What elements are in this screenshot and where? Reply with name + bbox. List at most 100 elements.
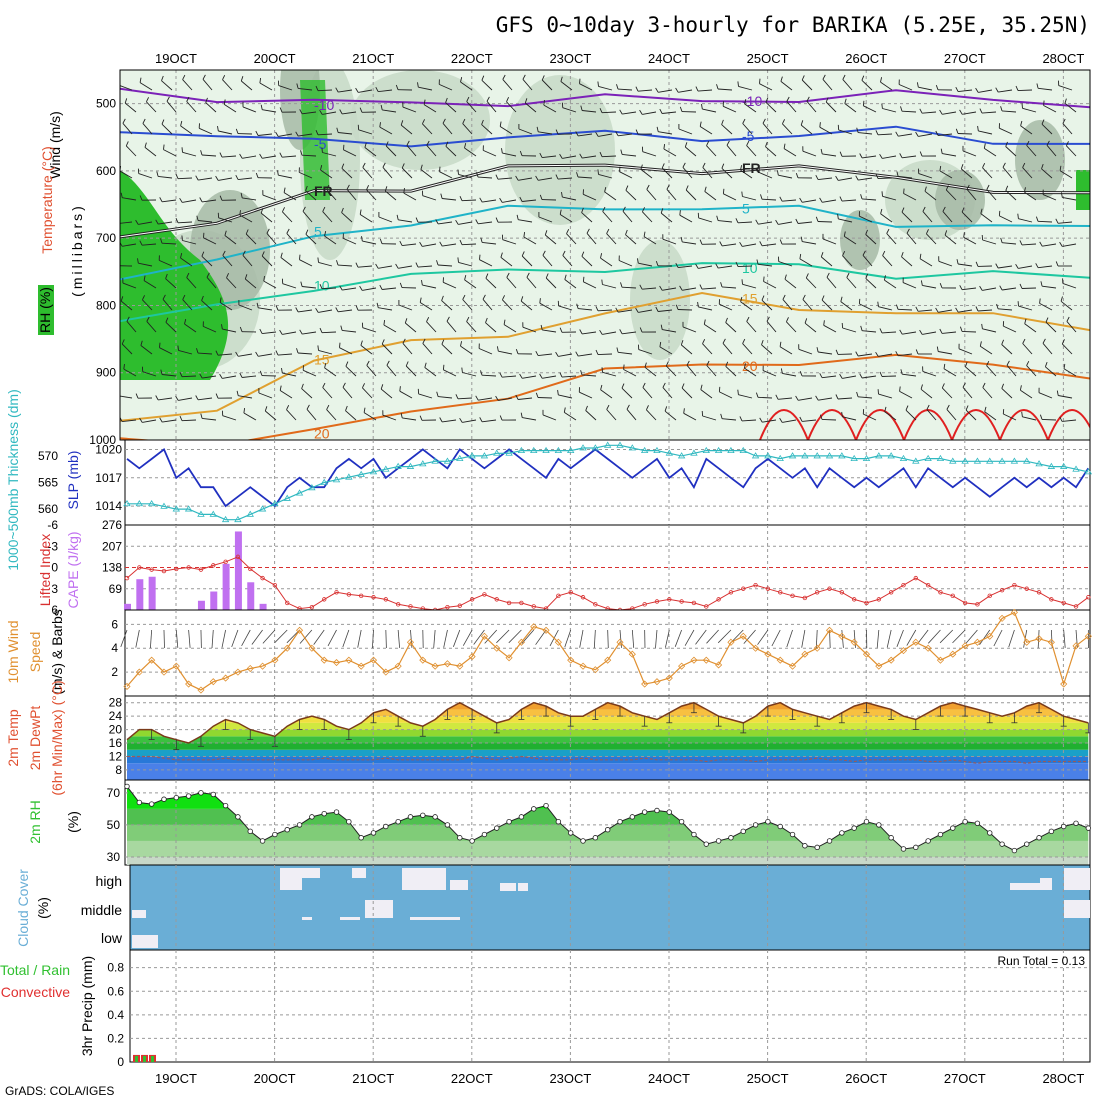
wind-barb — [557, 177, 573, 180]
wind-barb — [258, 307, 273, 311]
rh-marker — [925, 838, 931, 844]
wind-barb — [1062, 419, 1077, 422]
wind-barb-flag — [259, 370, 263, 376]
wind-barb — [702, 167, 713, 179]
wind-barb — [840, 301, 853, 311]
rh-marker — [851, 825, 857, 831]
wind-barb — [503, 324, 517, 333]
wind-barb — [679, 214, 693, 223]
temp-color-band — [127, 763, 1089, 780]
wind-barb-flag — [935, 130, 939, 136]
wind-barb-flag — [384, 186, 388, 192]
wind-barb-flag — [979, 285, 983, 291]
wind-barb-flag — [195, 175, 199, 181]
wind-barb — [218, 177, 233, 181]
wind-barb-flag — [915, 306, 919, 312]
wind-barb-flag — [165, 317, 169, 323]
wind-barb — [402, 417, 417, 421]
wind-barb — [822, 238, 837, 245]
wind-barb-flag — [763, 276, 765, 282]
wind-barb — [521, 255, 533, 267]
wind-barb-flag — [875, 130, 879, 135]
wind-barb — [422, 284, 437, 289]
wind-barb — [199, 127, 213, 135]
wind-barb-flag — [442, 364, 445, 370]
wind-barb — [217, 353, 233, 356]
wind-barb — [138, 221, 153, 225]
wind-barb-flag — [665, 361, 669, 367]
cloud-gap — [302, 868, 320, 878]
wind-barb-flag — [939, 165, 942, 171]
li-tick-label: 0 — [51, 561, 58, 575]
wind-barb-flag — [120, 192, 123, 198]
wind-barb — [902, 373, 917, 377]
wind-barb — [859, 303, 873, 311]
wind-barb-flag — [222, 75, 226, 80]
wind-speed-marker — [259, 662, 267, 670]
wind-barb — [198, 220, 213, 223]
wind-barb — [801, 79, 813, 91]
wind-barb — [718, 265, 733, 269]
wind-barb-flag — [406, 140, 410, 146]
wind-barb-flag — [761, 339, 764, 345]
wind-barb — [318, 261, 333, 267]
wind-barb — [466, 101, 477, 113]
wind-barb-flag — [457, 169, 459, 175]
wind-barb-flag — [219, 373, 223, 379]
contour-label: 5 — [314, 223, 322, 239]
thickness-marker — [258, 505, 267, 512]
wind-barb — [585, 410, 597, 421]
wind-barb-flag — [441, 339, 445, 345]
temp-tick-label: 16 — [109, 736, 123, 750]
rh-shading-blob — [840, 210, 880, 270]
wind-barb — [662, 238, 677, 245]
wind-barb-10m — [564, 629, 572, 648]
wind-barb-flag — [182, 294, 186, 300]
wind-barb-flag — [479, 254, 481, 260]
precip-bar-inner — [135, 1055, 138, 1062]
wind-barb — [802, 419, 817, 422]
wind-barb-flag — [619, 109, 623, 115]
wind-barb — [520, 300, 533, 311]
wind10m-ylabel-speed: Speed — [27, 632, 43, 672]
wind-barb — [218, 130, 233, 135]
wind-tick-label: 2 — [111, 665, 118, 679]
wind-barb-10m — [1063, 629, 1066, 648]
wind-barb-flag — [485, 317, 488, 323]
wind-barb — [678, 128, 693, 135]
thickness-marker — [690, 449, 698, 456]
wind-barb-flag — [279, 385, 282, 391]
wind-barb — [538, 353, 553, 357]
wind-barb — [338, 309, 353, 313]
wind-barb — [442, 243, 457, 247]
wind-barb — [322, 211, 333, 223]
li-marker — [346, 592, 352, 597]
wind-barb — [882, 255, 893, 267]
wind-barb-flag — [721, 119, 724, 125]
wind-barb-flag — [180, 120, 183, 127]
wind-speed-marker — [764, 650, 772, 658]
contour-label: FR — [314, 183, 333, 199]
wind-barb — [302, 286, 317, 289]
wind-barb-flag — [319, 327, 323, 333]
wind-barb-flag — [903, 188, 905, 194]
wind-barb — [918, 86, 933, 91]
wind-barb-flag — [1039, 298, 1041, 304]
wind-barb — [741, 419, 757, 422]
wind-barb-flag — [856, 391, 859, 397]
wind-speed-marker — [320, 656, 328, 664]
wind-barb-flag — [659, 341, 662, 347]
wind-barb-flag — [177, 345, 179, 351]
li-marker — [790, 593, 795, 599]
wind-barb — [1045, 321, 1057, 333]
wind-barb-flag — [139, 195, 143, 201]
wind-barb — [961, 168, 973, 179]
wind-barb-flag — [699, 121, 702, 127]
wind-barb-flag — [703, 319, 706, 325]
wind-barb-flag — [806, 96, 810, 102]
wind-barb-flag — [322, 382, 326, 388]
wind-barb-flag — [701, 104, 703, 110]
wind-barb-flag — [161, 75, 164, 81]
wind-barb — [462, 419, 477, 423]
wind-barb-flag — [424, 362, 427, 368]
